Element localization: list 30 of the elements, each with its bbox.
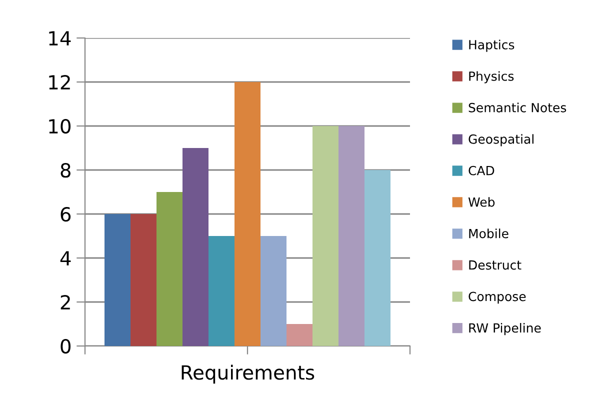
y-tick-label: 6 (60, 206, 71, 222)
bar (312, 126, 338, 346)
bar (338, 126, 364, 346)
bar (364, 170, 390, 346)
legend-label: CAD (468, 166, 494, 176)
legend-label: Web (468, 197, 495, 207)
y-tick-label: 8 (60, 162, 70, 178)
legend-label: Destruct (469, 260, 522, 270)
legend-label: Physics (469, 71, 514, 84)
y-tick-label: 12 (49, 74, 70, 90)
y-tick-label: 4 (60, 251, 71, 266)
bar (130, 214, 156, 346)
bar (234, 82, 260, 346)
bar (286, 324, 312, 346)
y-tick-label: 2 (60, 294, 70, 310)
legend-label: Compose (468, 292, 526, 304)
legend-label: Semantic Notes (468, 102, 566, 112)
x-axis-title: Requirements (182, 364, 314, 384)
y-tick-label: 10 (49, 118, 71, 134)
bar (156, 192, 182, 346)
bar (208, 236, 234, 346)
legend-label: Haptics (469, 40, 514, 52)
bar (260, 236, 286, 346)
legend-label: RW Pipeline (469, 322, 541, 336)
bar (182, 148, 208, 346)
y-tick-label: 0 (60, 338, 71, 354)
legend-label: Geospatial (468, 134, 534, 146)
bar (104, 214, 130, 346)
legend-label: Mobile (469, 228, 508, 238)
y-tick-label: 14 (49, 31, 71, 46)
